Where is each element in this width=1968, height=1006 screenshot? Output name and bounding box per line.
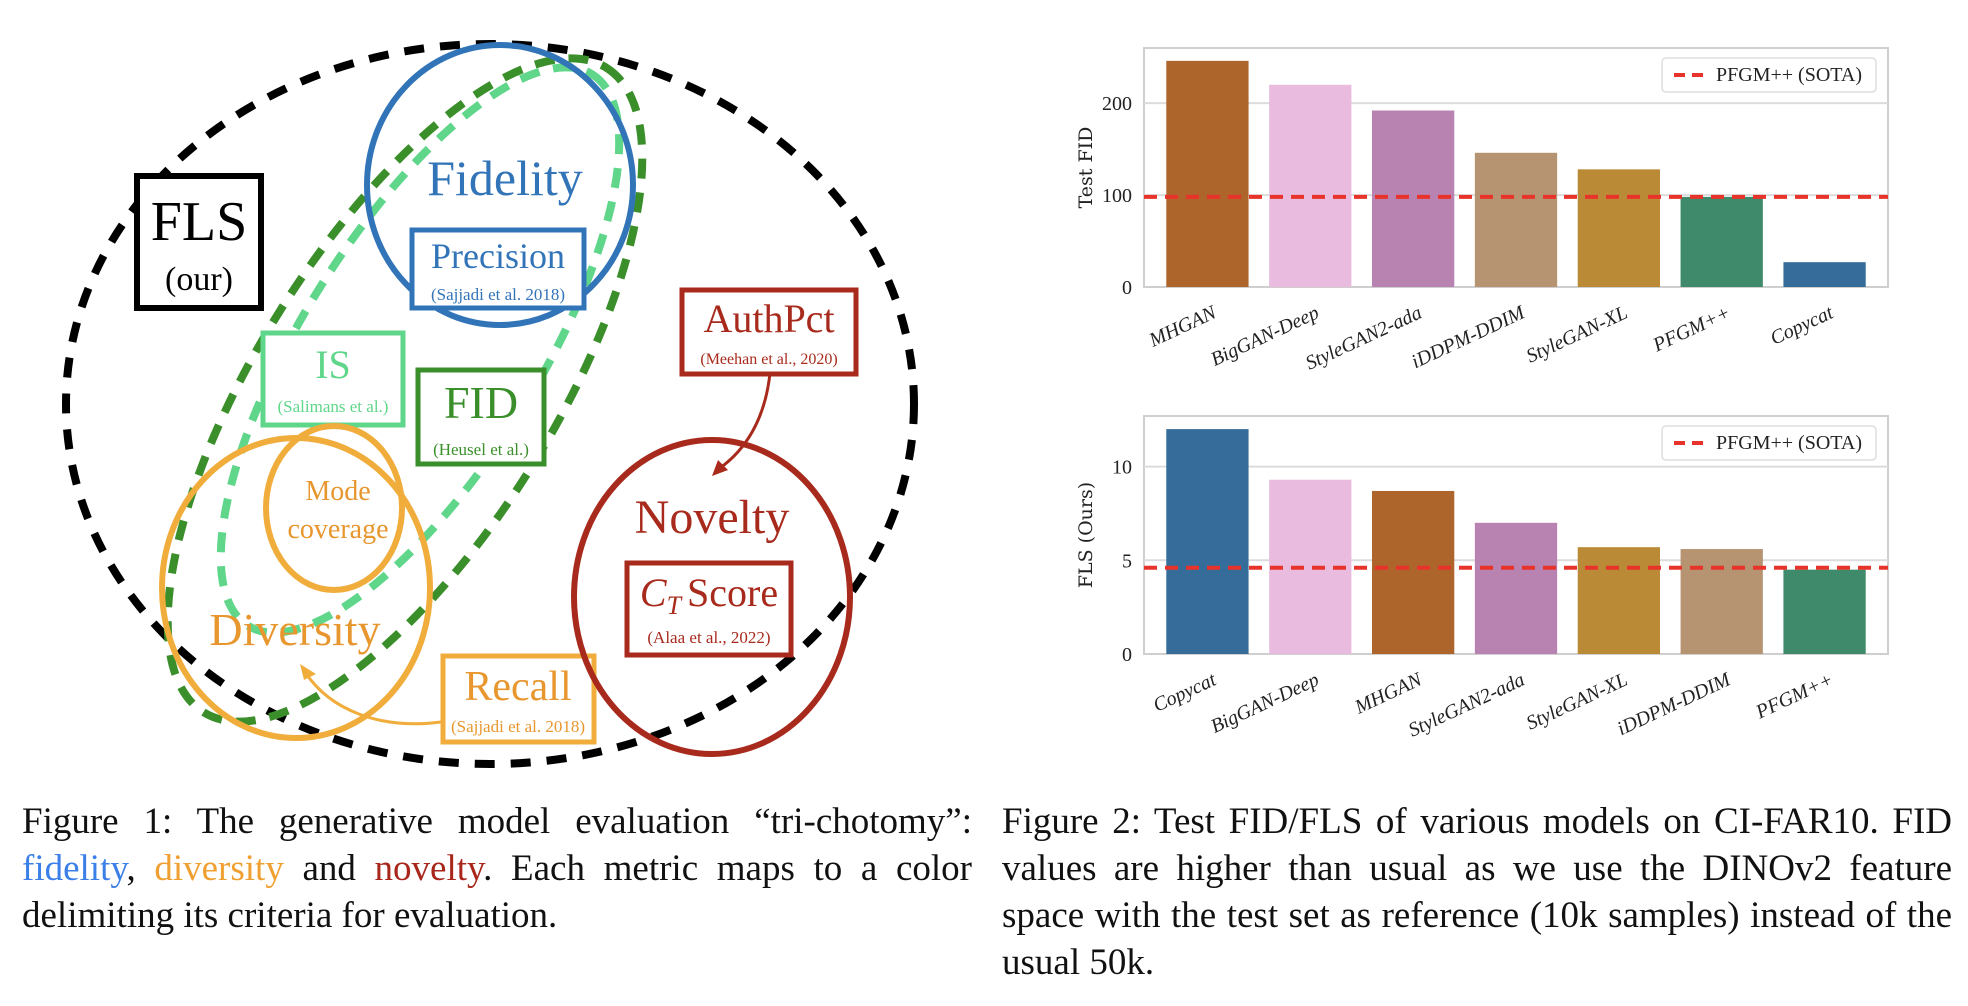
figure-1-caption: Figure 1: The generative model evaluatio… (22, 798, 972, 939)
legend (1661, 425, 1877, 461)
is-label: IS (315, 342, 351, 387)
y-tick-label: 0 (1122, 644, 1132, 666)
caption1-fidelity: fidelity (22, 848, 127, 889)
y-tick-label: 5 (1122, 550, 1132, 572)
bar-mhgan (1166, 60, 1249, 287)
is-box (260, 330, 406, 428)
y-tick-label: 200 (1102, 93, 1132, 115)
y-tick-label: 100 (1102, 185, 1132, 207)
bar-biggan-deep (1269, 84, 1352, 288)
y-axis-label: FLS (Ours) (1075, 482, 1097, 588)
caption1-sep: , (126, 848, 155, 889)
authpct-box (679, 287, 859, 377)
fls-sub: (our) (165, 261, 233, 298)
x-tick-label: iDDPM-DDIM (1408, 301, 1529, 373)
diversity-label: Diversity (209, 604, 380, 655)
x-tick-label: StyleGAN2-ada (1405, 669, 1528, 742)
caption1-suffix: . Each metric maps to a color delimiting… (22, 848, 972, 936)
x-tick-label: Copycat (1767, 301, 1837, 349)
y-tick-label: 10 (1112, 457, 1132, 479)
x-tick-label: MHGAN (1351, 668, 1427, 719)
bar-chart-1: 0100200MHGANBigGAN-DeepStyleGAN2-adaiDDP… (1075, 47, 1889, 375)
fid-boundary (163, 54, 647, 726)
bar-stylegan2-ada (1474, 522, 1558, 654)
bar-stylegan-xl (1577, 169, 1660, 287)
novelty-label: Novelty (635, 491, 790, 544)
bar-copycat (1783, 262, 1866, 287)
authpct-arrow (719, 372, 772, 470)
bar-pfgm++ (1783, 569, 1866, 654)
legend-label: PFGM++ (SOTA) (1716, 64, 1862, 86)
mode-label: Mode (305, 476, 370, 507)
authpct-label: AuthPct (703, 296, 834, 341)
ct-score-cite: (Alaa et al., 2022) (647, 628, 770, 647)
fls-title: FLS (151, 191, 248, 253)
recall-box (440, 653, 597, 745)
fid-label: FID (444, 377, 518, 428)
recall-arrowhead-icon (300, 664, 316, 680)
bar-mhgan (1372, 490, 1455, 654)
x-tick-label: PFGM++ (1649, 302, 1734, 357)
y-axis-label: Test FID (1075, 127, 1097, 209)
mode-coverage-circle (263, 423, 405, 593)
authpct-arrowhead-icon (712, 460, 728, 476)
x-tick-label: BigGAN-Deep (1207, 669, 1322, 738)
x-tick-label: PFGM++ (1752, 669, 1837, 724)
caption1-prefix: Figure 1: The generative model evaluatio… (22, 801, 972, 842)
x-tick-label: MHGAN (1145, 301, 1221, 352)
bar-copycat (1166, 429, 1249, 654)
is-boundary (216, 63, 624, 637)
precision-cite: (Sajjadi et al. 2018) (431, 285, 565, 304)
fidelity-circle (364, 42, 636, 328)
bar-stylegan-xl (1577, 547, 1660, 654)
bar-pfgm++ (1680, 196, 1763, 287)
caption1-novelty: novelty (374, 848, 484, 889)
fid-box (415, 367, 547, 467)
ct-score-label: CT Score (640, 570, 778, 620)
legend (1661, 57, 1877, 93)
bar-iddpm-ddim (1474, 152, 1558, 287)
fls-box (134, 173, 264, 311)
recall-label: Recall (464, 664, 571, 710)
x-tick-label: iDDPM-DDIM (1614, 668, 1735, 740)
precision-box (409, 227, 587, 311)
x-tick-label: Copycat (1150, 668, 1220, 716)
caption1-diversity: diversity (154, 848, 284, 889)
figure-2-caption: Figure 2: Test FID/FLS of various models… (1002, 801, 1952, 983)
bar-iddpm-ddim (1680, 549, 1763, 654)
recall-arrow (303, 671, 442, 726)
coverage-label: coverage (287, 514, 388, 545)
recall-cite: (Sajjadi et al. 2018) (451, 717, 585, 736)
x-tick-label: StyleGAN-XL (1523, 302, 1631, 368)
novelty-circle (571, 437, 853, 757)
fid-cite: (Heusel et al.) (433, 440, 529, 459)
x-tick-label: StyleGAN2-ada (1302, 302, 1425, 375)
is-cite: (Salimans et al.) (278, 397, 389, 416)
legend-label: PFGM++ (SOTA) (1716, 432, 1862, 454)
precision-label: Precision (431, 236, 565, 276)
authpct-cite: (Meehan et al., 2020) (700, 351, 837, 368)
fidelity-label: Fidelity (427, 150, 583, 206)
y-tick-label: 0 (1122, 277, 1132, 299)
caption1-sep: and (283, 848, 375, 889)
ct-score-box (624, 560, 794, 658)
figure-2-charts: 0100200MHGANBigGAN-DeepStyleGAN2-adaiDDP… (1075, 47, 1889, 742)
diversity-circle (159, 435, 433, 741)
